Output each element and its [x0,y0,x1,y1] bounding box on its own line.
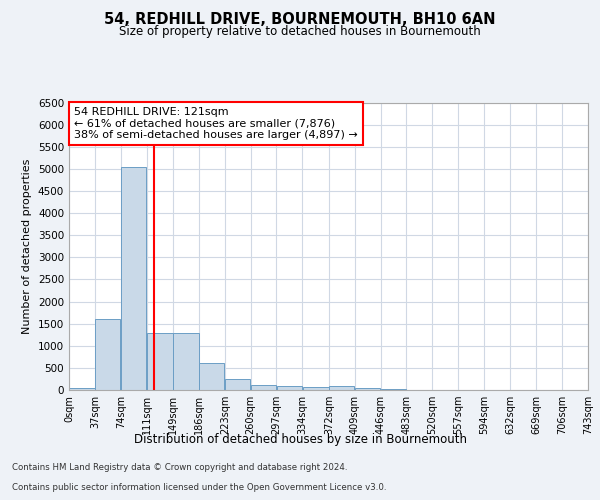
Bar [302,387,329,390]
Text: Distribution of detached houses by size in Bournemouth: Distribution of detached houses by size … [133,432,467,446]
Bar [225,380,250,390]
Bar [121,166,146,390]
Bar [147,332,173,390]
Bar [69,388,95,390]
Text: 54, REDHILL DRIVE, BOURNEMOUTH, BH10 6AN: 54, REDHILL DRIVE, BOURNEMOUTH, BH10 6AN [104,12,496,28]
Bar [199,364,224,390]
Bar [173,333,199,390]
Text: Contains HM Land Registry data © Crown copyright and database right 2024.: Contains HM Land Registry data © Crown c… [12,464,347,472]
Bar [251,385,276,390]
Text: Contains public sector information licensed under the Open Government Licence v3: Contains public sector information licen… [12,484,386,492]
Bar [277,386,302,390]
Bar [355,388,380,390]
Bar [95,319,121,390]
Text: 54 REDHILL DRIVE: 121sqm
← 61% of detached houses are smaller (7,876)
38% of sem: 54 REDHILL DRIVE: 121sqm ← 61% of detach… [74,107,358,140]
Bar [381,389,406,390]
Y-axis label: Number of detached properties: Number of detached properties [22,158,32,334]
Text: Size of property relative to detached houses in Bournemouth: Size of property relative to detached ho… [119,25,481,38]
Bar [329,386,355,390]
